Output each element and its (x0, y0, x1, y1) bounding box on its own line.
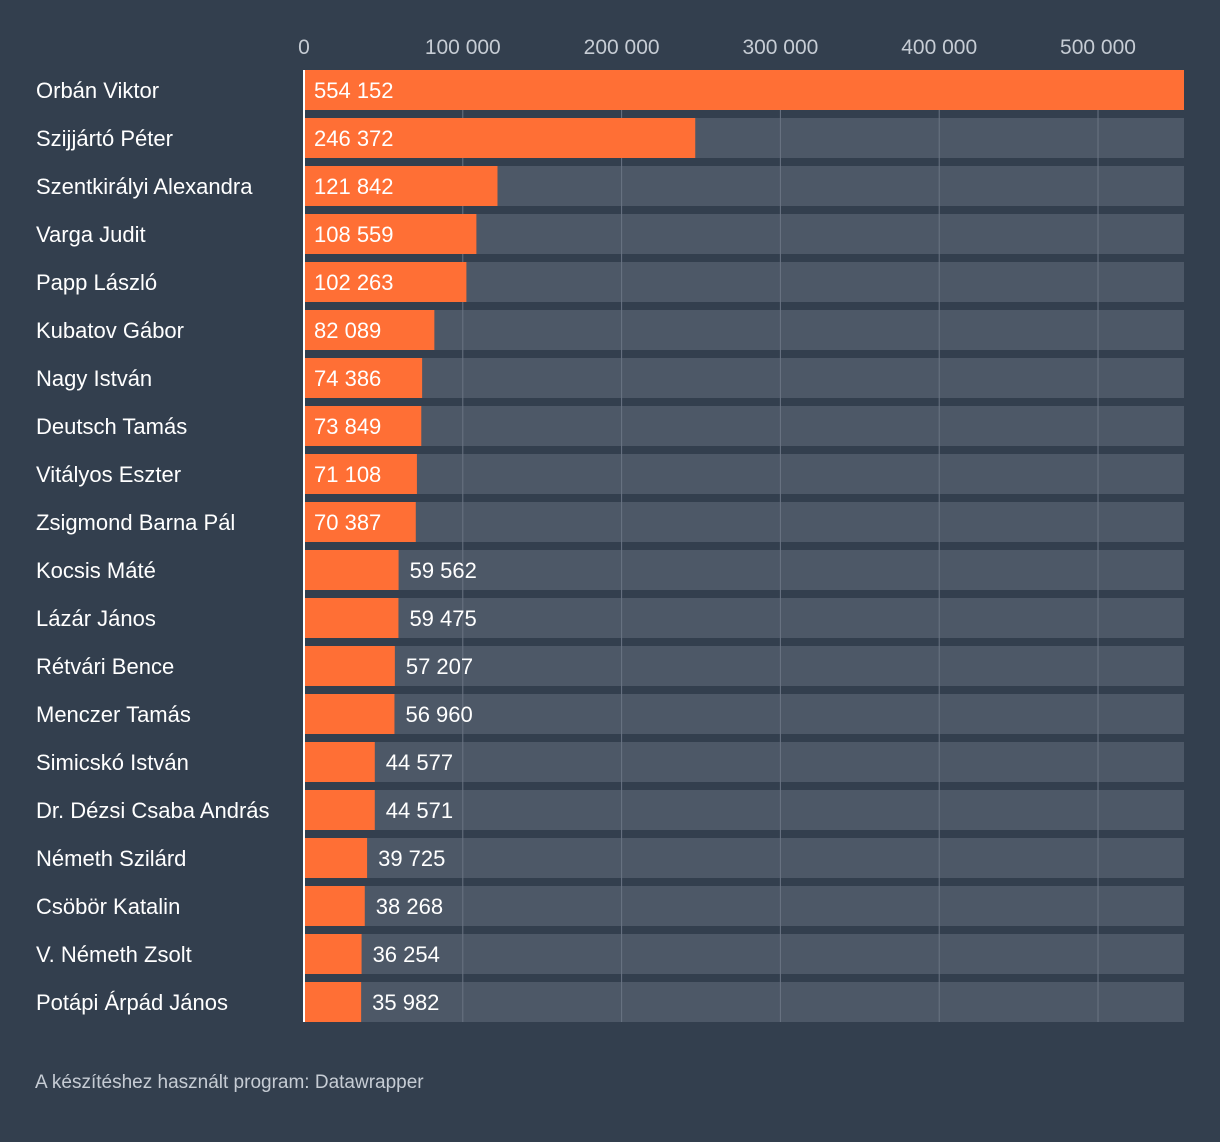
row-track (304, 598, 1184, 638)
data-label: 57 207 (406, 654, 473, 679)
row-track (304, 886, 1184, 926)
bar (304, 790, 375, 830)
data-label: 82 089 (314, 318, 381, 343)
bar (304, 214, 477, 254)
category-label: Nagy István (36, 366, 152, 391)
source-note: A készítéshez használt program: Datawrap… (35, 1072, 424, 1093)
row-track (304, 982, 1184, 1022)
bar (304, 406, 422, 446)
bar (304, 166, 498, 206)
row-track (304, 310, 1184, 350)
bar (304, 70, 1184, 110)
bar (304, 982, 362, 1022)
category-label: Menczer Tamás (36, 702, 191, 727)
category-label: Orbán Viktor (36, 78, 159, 103)
category-label: Varga Judit (36, 222, 146, 247)
bar (304, 934, 362, 974)
bar (304, 262, 467, 302)
data-label: 554 152 (314, 78, 394, 103)
category-label: Potápi Árpád János (36, 990, 228, 1015)
data-label: 70 387 (314, 510, 381, 535)
bar (304, 118, 696, 158)
bar (304, 310, 435, 350)
row-track (304, 742, 1184, 782)
data-label: 35 982 (372, 990, 439, 1015)
category-label: Dr. Dézsi Csaba András (36, 798, 270, 823)
bar (304, 742, 375, 782)
row-track (304, 838, 1184, 878)
grid-layer (462, 70, 1099, 1022)
category-label: Vitályos Eszter (36, 462, 181, 487)
data-label: 102 263 (314, 270, 394, 295)
data-label: 59 562 (410, 558, 477, 583)
data-label: 59 475 (409, 606, 476, 631)
data-label: 74 386 (314, 366, 381, 391)
category-label: Papp László (36, 270, 157, 295)
row-track (304, 406, 1184, 446)
row-track (304, 934, 1184, 974)
category-label: Zsigmond Barna Pál (36, 510, 235, 535)
bar (304, 358, 423, 398)
category-label: Rétvári Bence (36, 654, 174, 679)
row-track (304, 454, 1184, 494)
category-label: Deutsch Tamás (36, 414, 187, 439)
row-track (304, 694, 1184, 734)
category-label: Simicskó István (36, 750, 189, 775)
category-label: Lázár János (36, 606, 156, 631)
x-tick-label: 400 000 (901, 36, 977, 59)
bar (304, 454, 417, 494)
category-label: Szijjártó Péter (36, 126, 173, 151)
category-label: Kubatov Gábor (36, 318, 184, 343)
category-label: Kocsis Máté (36, 558, 156, 583)
row-track (304, 790, 1184, 830)
tick-layer: 0 100 000 200 000 300 000 400 000 500 000 (298, 36, 1136, 59)
category-label: Csöbör Katalin (36, 894, 180, 919)
x-tick-label: 200 000 (584, 36, 660, 59)
category-label: V. Németh Zsolt (36, 942, 192, 967)
bar (304, 598, 399, 638)
bar (304, 646, 395, 686)
x-tick-label: 300 000 (742, 36, 818, 59)
data-label: 121 842 (314, 174, 394, 199)
data-label: 38 268 (376, 894, 443, 919)
data-label: 73 849 (314, 414, 381, 439)
data-label: 246 372 (314, 126, 394, 151)
bar (304, 694, 395, 734)
x-tick-label: 500 000 (1060, 36, 1136, 59)
row-track (304, 550, 1184, 590)
row-track (304, 358, 1184, 398)
track-layer (304, 70, 1184, 1022)
bar (304, 502, 416, 542)
category-label: Németh Szilárd (36, 846, 186, 871)
data-label: 39 725 (378, 846, 445, 871)
bar (304, 550, 399, 590)
data-label: 56 960 (405, 702, 472, 727)
row-label-layer: Orbán Viktor Szijjártó Péter Szentkirályi … (36, 78, 270, 1015)
data-label: 36 254 (373, 942, 440, 967)
row-track (304, 502, 1184, 542)
data-label: 71 108 (314, 462, 381, 487)
bar (304, 886, 365, 926)
category-label: Szentkirályi Alexandra (36, 174, 253, 199)
value-label-layer: 554 152 246 372 121 842 108 559 102 263 82 08… (314, 78, 477, 1015)
x-tick-label: 100 000 (425, 36, 501, 59)
data-label: 44 571 (386, 798, 453, 823)
bar (304, 838, 368, 878)
bar-layer (304, 70, 1184, 1022)
row-track (304, 646, 1184, 686)
data-label: 44 577 (386, 750, 453, 775)
x-tick-label: 0 (298, 36, 310, 59)
data-label: 108 559 (314, 222, 394, 247)
